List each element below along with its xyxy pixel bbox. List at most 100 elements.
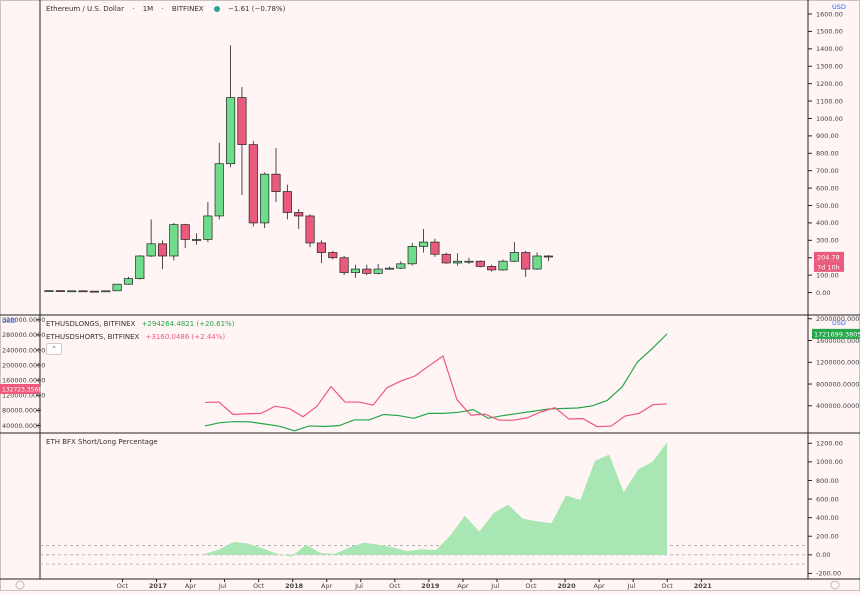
price-axis-tick-label: 400.00 [816, 219, 839, 227]
ratio-axis-tick-label: 800.00 [816, 477, 839, 485]
candle [203, 215, 213, 240]
price-axis-tick-label: 100.00 [816, 271, 839, 279]
time-axis-tick-label: Oct [389, 582, 401, 590]
candle [384, 267, 395, 270]
left-axis-tick-label: 80000.0000 [2, 407, 41, 415]
ratio-axis-tick-label: 0.00 [816, 551, 830, 559]
candle [373, 268, 383, 274]
symbol-name: Ethereum / U.S. Dollar [46, 5, 124, 13]
legend-longs[interactable]: ETHUSDLONGS, BITFINEX +294264.4821 (+20.… [46, 320, 234, 328]
candle [407, 246, 417, 265]
right-axis-tick-label: 1600000.0000 [816, 337, 860, 345]
longs-last-value: 1721699.3805 [814, 330, 860, 338]
candle [487, 266, 497, 271]
price-axis-tick-label: 1000.00 [816, 115, 843, 123]
candle [350, 268, 360, 273]
price-axis-tick-label: 300.00 [816, 237, 839, 245]
time-axis-tick-label: Apr [185, 582, 197, 590]
candle [135, 255, 145, 279]
candle [260, 173, 270, 224]
right-axis-tick-label: 800000.0000 [816, 380, 859, 388]
right-axis-tick-label: 400000.0000 [816, 402, 859, 410]
ratio-axis-tick-label: 400.00 [816, 514, 839, 522]
candle [67, 290, 77, 293]
legend-ratio[interactable]: ETH BFX Short/Long Percentage [46, 438, 158, 446]
right-axis-tick-label: 2000000.0000 [816, 315, 860, 323]
legend-shorts-value: +3160.0486 (+2.44%) [145, 333, 226, 341]
interval-label[interactable]: 1M [142, 5, 154, 13]
last-price-badge [814, 251, 844, 262]
price-axis-tick-label: 0.00 [816, 289, 830, 297]
series-shorts-line [204, 355, 668, 428]
left-axis-tick-label: 280000.0000 [2, 331, 45, 339]
candle [419, 241, 429, 247]
legend-longs-value: +294264.4821 (+20.61%) [141, 320, 235, 328]
candle [112, 283, 122, 292]
price-axis-tick-label: 700.00 [816, 167, 839, 175]
countdown-badge [814, 261, 844, 272]
time-axis-tick-label: Apr [457, 582, 469, 590]
price-axis-tick-label: 1500.00 [816, 28, 843, 36]
candle [305, 215, 315, 244]
candle [55, 290, 65, 292]
ratio-axis-tick-label: 200.00 [816, 533, 839, 541]
legend-shorts[interactable]: ETHUSDSHORTS, BITFINEX +3160.0486 (+2.44… [46, 333, 225, 341]
time-axis-tick-label: 2017 [149, 582, 167, 590]
ratio-axis-tick-label: 1000.00 [816, 458, 843, 466]
last-price-value: 204.78 [817, 253, 840, 261]
time-axis-tick-label: 2020 [558, 582, 577, 590]
price-axis-tick-label: 500.00 [816, 202, 839, 210]
left-axis-tick-label: 200000.0000 [2, 361, 45, 369]
candle [78, 290, 88, 293]
legend-ratio-label: ETH BFX Short/Long Percentage [46, 438, 158, 446]
candle [192, 239, 202, 241]
candle [101, 290, 111, 293]
candle [123, 278, 133, 285]
candle [521, 252, 531, 270]
candle [316, 242, 326, 253]
longs-last-badge [812, 328, 860, 339]
candle [498, 260, 508, 271]
candle [248, 144, 258, 224]
candle [282, 191, 292, 213]
time-axis-tick-label: Jul [354, 582, 363, 590]
timezone-icon[interactable] [15, 580, 25, 590]
candle [169, 224, 179, 257]
time-axis-tick-label: Apr [321, 582, 333, 590]
candle [157, 243, 168, 257]
candle [453, 260, 463, 264]
ratio-axis-tick-label: 600.00 [816, 495, 839, 503]
candle [430, 241, 440, 255]
candle [543, 255, 553, 258]
candle [532, 255, 542, 270]
candle [89, 290, 99, 293]
legend-shorts-label: ETHUSDSHORTS, BITFINEX [46, 333, 140, 341]
candle [237, 97, 247, 145]
time-axis-tick-label: Oct [662, 582, 674, 590]
time-axis-tick-label: Oct [253, 582, 265, 590]
shorts-last-value: 132723.3568 [2, 387, 42, 394]
candle [294, 212, 304, 217]
candle [396, 263, 406, 269]
chevron-up-icon: ⌃ [51, 345, 57, 353]
candle [146, 243, 156, 257]
time-axis-tick-label: 2021 [694, 582, 713, 590]
exchange-label: BITFINEX [171, 5, 204, 13]
time-axis-tick-label: Apr [593, 582, 605, 590]
left-axis-tick-label: 160000.0000 [2, 376, 45, 384]
candle [180, 224, 190, 240]
right-axis-currency: USD [832, 319, 846, 327]
time-axis-tick-label: Oct [117, 582, 129, 590]
symbol-title[interactable]: Ethereum / U.S. Dollar · 1M · BITFINEX −… [46, 5, 286, 13]
left-axis-currency: USD [2, 317, 16, 325]
collapse-legend-button[interactable]: ⌃ [46, 343, 62, 355]
time-axis-tick-label: Jul [627, 582, 636, 590]
candle [328, 252, 338, 259]
time-axis-tick-label: Oct [525, 582, 537, 590]
right-axis-tick-label: 1200000.0000 [816, 359, 860, 367]
ratio-axis-tick-label: -200.00 [816, 570, 841, 578]
auto-scale-icon[interactable] [830, 580, 840, 590]
